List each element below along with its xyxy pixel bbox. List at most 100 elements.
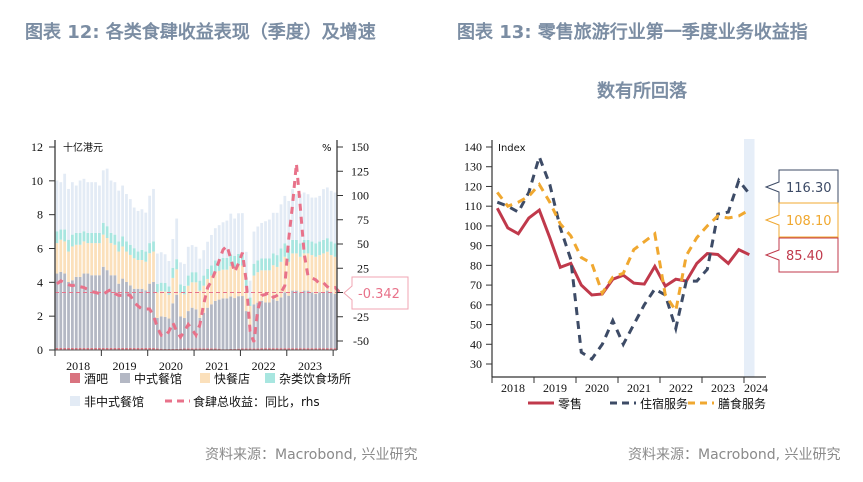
bar-1-61 bbox=[291, 290, 294, 349]
bar-3-70 bbox=[325, 238, 329, 252]
bar-0-23 bbox=[144, 347, 148, 350]
bar-3-55 bbox=[268, 258, 271, 271]
bar-2-12 bbox=[101, 234, 105, 267]
bar-0-33 bbox=[183, 348, 186, 350]
y-tick-label: 0 bbox=[37, 343, 43, 357]
bar-2-19 bbox=[128, 254, 132, 286]
bar-0-38 bbox=[202, 348, 206, 350]
bar-1-57 bbox=[275, 300, 279, 349]
bar-3-51 bbox=[252, 263, 256, 276]
bar-3-49 bbox=[244, 277, 248, 288]
bar-4-35 bbox=[190, 245, 194, 273]
bar-4-68 bbox=[318, 195, 322, 242]
callout-box bbox=[764, 237, 839, 273]
bar-3-14 bbox=[109, 232, 113, 244]
y-tick-label: 8 bbox=[37, 208, 43, 222]
bar-2-14 bbox=[109, 243, 113, 276]
bar-0-61 bbox=[291, 348, 294, 350]
bar-4-55 bbox=[268, 219, 271, 259]
bar-1-32 bbox=[179, 316, 182, 349]
bar-1-7 bbox=[82, 273, 86, 348]
bar-0-35 bbox=[190, 348, 194, 350]
left-axes-group: 024681012-50-250255075100125150201820192… bbox=[31, 140, 369, 373]
bar-0-36 bbox=[194, 348, 198, 350]
legend-label: 零售 bbox=[558, 396, 582, 411]
bar-2-60 bbox=[287, 261, 291, 296]
bar-0-40 bbox=[210, 348, 213, 350]
bar-4-18 bbox=[125, 194, 128, 242]
bar-2-33 bbox=[183, 294, 186, 319]
bar-3-7 bbox=[82, 231, 86, 242]
bar-3-33 bbox=[183, 285, 186, 295]
bar-1-16 bbox=[117, 283, 121, 348]
bar-0-17 bbox=[121, 347, 124, 350]
bar-2-71 bbox=[329, 255, 333, 293]
bar-0-6 bbox=[78, 347, 82, 350]
bar-2-37 bbox=[198, 290, 202, 318]
bar-1-41 bbox=[213, 300, 217, 349]
bar-0-67 bbox=[314, 348, 318, 350]
bar-2-25 bbox=[152, 251, 155, 282]
bar-4-9 bbox=[90, 182, 94, 233]
bar-1-19 bbox=[128, 285, 132, 348]
bar-2-63 bbox=[298, 256, 302, 293]
bar-0-63 bbox=[298, 348, 302, 350]
left-bars-group bbox=[55, 168, 337, 350]
bar-4-61 bbox=[291, 189, 294, 240]
bar-2-69 bbox=[322, 253, 325, 293]
bar-2-4 bbox=[70, 246, 74, 281]
y-tick-label: 2 bbox=[37, 309, 43, 323]
bar-1-48 bbox=[240, 296, 244, 349]
series-line-1 bbox=[496, 152, 751, 362]
bar-4-39 bbox=[206, 241, 209, 269]
right-lines-group bbox=[495, 152, 751, 362]
bar-3-63 bbox=[298, 243, 302, 257]
bar-1-0 bbox=[55, 273, 59, 348]
legend-label: 非中式餐馆 bbox=[84, 394, 144, 409]
bar-3-45 bbox=[229, 254, 233, 267]
bar-0-45 bbox=[229, 348, 233, 350]
bar-1-49 bbox=[244, 311, 248, 349]
bar-4-34 bbox=[186, 246, 190, 276]
bar-3-60 bbox=[287, 248, 291, 262]
bar-4-40 bbox=[210, 234, 213, 266]
bar-3-36 bbox=[194, 272, 198, 283]
bar-3-12 bbox=[101, 222, 105, 235]
bar-1-47 bbox=[237, 296, 240, 349]
chart-title-left: 图表 12: 各类食肆收益表现（季度）及增速 bbox=[25, 22, 376, 43]
x-tick-label: 2019 bbox=[543, 381, 567, 395]
bar-0-58 bbox=[279, 348, 283, 350]
bar-1-13 bbox=[105, 270, 109, 348]
y2-tick-label: 150 bbox=[351, 140, 369, 154]
bar-4-19 bbox=[128, 199, 132, 245]
bar-2-22 bbox=[140, 260, 144, 289]
bar-2-26 bbox=[155, 292, 159, 318]
bar-3-19 bbox=[128, 244, 132, 255]
bar-3-48 bbox=[240, 253, 244, 266]
bar-2-70 bbox=[325, 251, 329, 291]
bar-2-46 bbox=[233, 267, 237, 299]
bar-3-15 bbox=[113, 234, 117, 245]
bar-0-1 bbox=[59, 347, 63, 350]
bar-4-70 bbox=[325, 187, 329, 239]
bar-3-30 bbox=[171, 267, 175, 278]
bar-0-50 bbox=[248, 348, 252, 350]
bar-2-3 bbox=[67, 251, 70, 282]
bar-1-55 bbox=[268, 302, 271, 349]
bar-1-69 bbox=[322, 292, 325, 349]
bar-0-69 bbox=[322, 348, 325, 350]
bar-3-68 bbox=[318, 241, 322, 256]
legend-label: 膳食服务 bbox=[718, 396, 766, 411]
bar-3-0 bbox=[55, 231, 59, 244]
legend-swatch bbox=[200, 373, 210, 383]
bar-1-1 bbox=[59, 271, 63, 348]
bar-4-17 bbox=[121, 185, 124, 237]
bar-1-21 bbox=[136, 288, 140, 348]
legend-label: 杂类饮食场所 bbox=[279, 371, 351, 386]
bar-4-7 bbox=[82, 178, 86, 232]
source-note-right: 资料来源：Macrobond, 兴业研究 bbox=[628, 447, 841, 463]
y-tick-label: 4 bbox=[37, 275, 43, 289]
bar-4-45 bbox=[229, 213, 233, 255]
x-tick-label: 2024 bbox=[744, 381, 768, 395]
